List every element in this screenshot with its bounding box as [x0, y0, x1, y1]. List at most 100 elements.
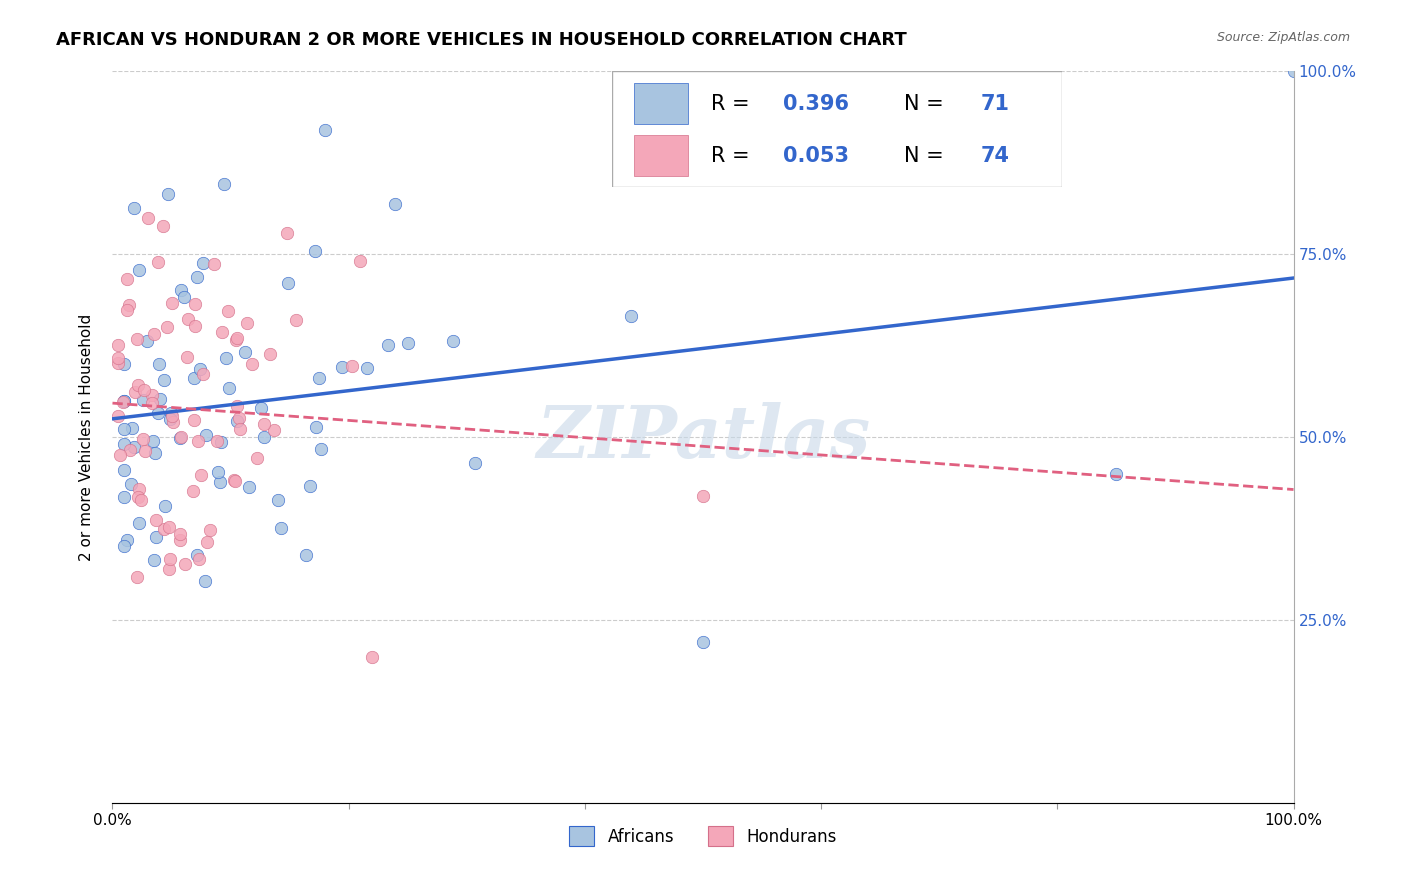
Point — [299, 479, 322, 493]
Point — [184, 319, 207, 334]
Point — [112, 393, 135, 408]
Point — [112, 437, 135, 451]
Point — [277, 276, 299, 290]
Point — [1105, 467, 1128, 481]
Point — [127, 378, 149, 392]
Point — [134, 383, 156, 397]
Point — [162, 415, 184, 429]
Point — [159, 552, 181, 566]
Text: ZIPatlas: ZIPatlas — [536, 401, 870, 473]
Point — [225, 334, 247, 348]
Point — [148, 357, 170, 371]
FancyBboxPatch shape — [612, 71, 1062, 187]
Point — [305, 420, 328, 434]
Point — [270, 521, 292, 535]
Point — [112, 490, 135, 504]
Point — [252, 430, 274, 444]
Point — [112, 463, 135, 477]
Point — [188, 362, 211, 376]
Text: N =: N = — [904, 94, 950, 114]
Point — [396, 336, 419, 351]
Point — [120, 476, 142, 491]
Point — [156, 186, 179, 201]
Point — [692, 489, 714, 503]
Point — [225, 400, 247, 414]
Y-axis label: 2 or more Vehicles in Household: 2 or more Vehicles in Household — [79, 313, 94, 561]
Point — [186, 269, 208, 284]
Point — [194, 574, 217, 588]
Point — [177, 311, 200, 326]
Point — [159, 519, 181, 533]
Point — [228, 411, 250, 425]
Point — [149, 392, 172, 406]
Point — [135, 334, 157, 348]
Text: R =: R = — [710, 146, 756, 166]
Point — [148, 255, 170, 269]
Point — [142, 434, 165, 448]
Point — [145, 531, 167, 545]
Point — [218, 381, 240, 395]
Point — [263, 423, 285, 437]
Point — [229, 422, 252, 436]
Point — [1282, 64, 1305, 78]
Legend: Africans, Hondurans: Africans, Hondurans — [562, 820, 844, 853]
Point — [464, 456, 486, 470]
Point — [308, 370, 330, 384]
Point — [112, 393, 135, 408]
Point — [107, 356, 129, 370]
Point — [115, 533, 138, 547]
Point — [146, 406, 169, 420]
FancyBboxPatch shape — [634, 83, 688, 123]
Point — [121, 421, 143, 435]
Point — [169, 533, 191, 547]
Point — [181, 483, 204, 498]
Point — [214, 177, 236, 191]
Point — [112, 357, 135, 371]
Point — [118, 297, 141, 311]
Point — [330, 359, 353, 374]
Point — [156, 320, 179, 334]
Text: AFRICAN VS HONDURAN 2 OR MORE VEHICLES IN HOUSEHOLD CORRELATION CHART: AFRICAN VS HONDURAN 2 OR MORE VEHICLES I… — [56, 31, 907, 49]
Point — [198, 523, 221, 537]
Point — [309, 442, 332, 456]
Point — [112, 539, 135, 553]
Point — [170, 284, 193, 298]
Point — [233, 345, 256, 359]
Point — [186, 549, 208, 563]
Point — [160, 409, 183, 423]
Point — [209, 435, 232, 450]
Point — [141, 395, 163, 409]
Point — [169, 430, 191, 444]
Point — [259, 347, 281, 361]
Point — [134, 443, 156, 458]
Point — [159, 411, 181, 425]
Point — [183, 371, 205, 385]
Point — [191, 256, 214, 270]
Point — [238, 480, 260, 494]
Point — [132, 432, 155, 446]
Point — [187, 434, 209, 449]
Point — [191, 368, 214, 382]
Text: 0.053: 0.053 — [783, 146, 849, 166]
Point — [160, 296, 183, 310]
Point — [173, 290, 195, 304]
Point — [236, 316, 259, 330]
Point — [136, 211, 159, 225]
Point — [111, 395, 134, 409]
Point — [124, 385, 146, 400]
Point — [129, 493, 152, 508]
Point — [195, 535, 218, 549]
Point — [145, 513, 167, 527]
Point — [208, 475, 231, 490]
Point — [188, 552, 211, 566]
Point — [184, 297, 207, 311]
Point — [215, 351, 238, 365]
Point — [131, 392, 153, 407]
Text: R =: R = — [710, 94, 756, 114]
Point — [127, 491, 149, 505]
Point — [153, 500, 176, 514]
Point — [222, 473, 245, 487]
Point — [226, 331, 249, 345]
Point — [157, 562, 180, 576]
Point — [143, 446, 166, 460]
